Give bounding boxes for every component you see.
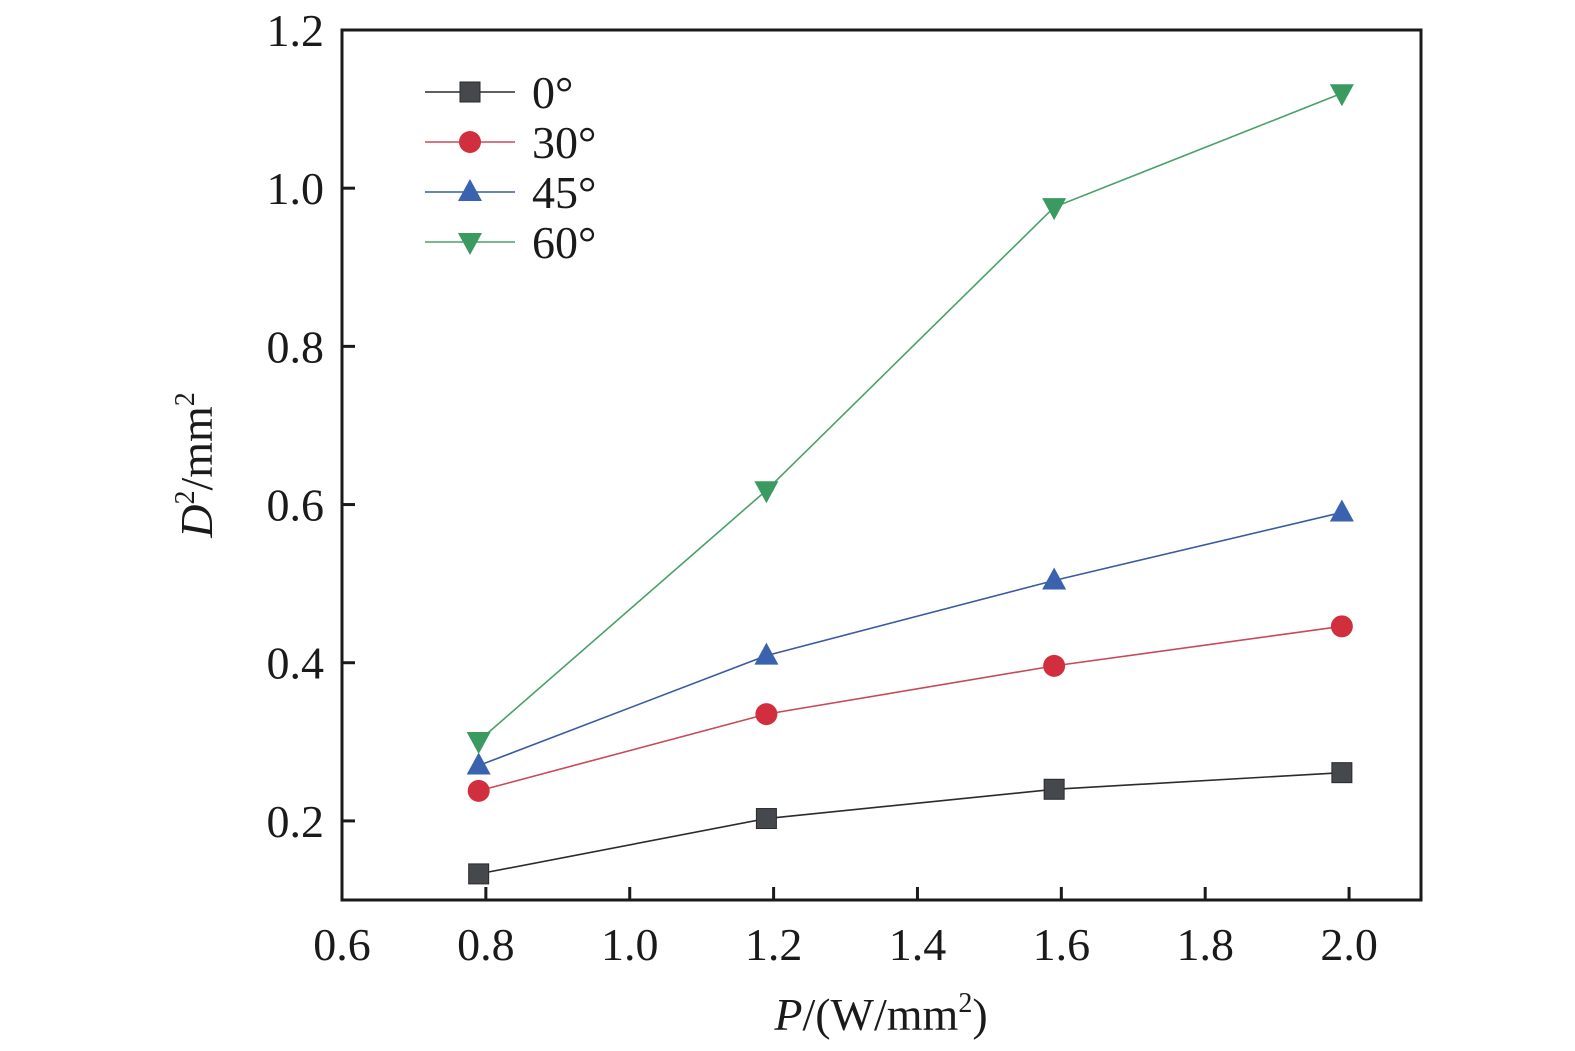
data-point xyxy=(754,642,779,665)
legend-marker xyxy=(459,81,481,103)
x-axis-label: P/(W/mm2) xyxy=(773,988,987,1040)
data-point xyxy=(755,703,778,726)
series-line xyxy=(478,625,1342,792)
series-layer xyxy=(466,84,1354,885)
legend-item: 30° xyxy=(425,117,596,168)
data-point xyxy=(466,752,491,775)
data-point xyxy=(1329,499,1354,522)
data-point xyxy=(1042,198,1067,221)
data-point xyxy=(1042,567,1067,590)
x-axis-label-sup: 2 xyxy=(958,988,972,1019)
x-axis-label-close: ) xyxy=(972,989,987,1040)
y-axis-label-sup1: 2 xyxy=(170,491,201,505)
data-point xyxy=(1043,778,1065,800)
y-axis-label: D2/mm2 xyxy=(170,392,222,539)
series-0 xyxy=(468,762,1353,885)
series-line xyxy=(478,511,1343,767)
data-point xyxy=(754,481,779,504)
y-axis-label-var: D xyxy=(171,505,222,539)
legend-marker xyxy=(459,131,481,153)
y-tick-label: 0.4 xyxy=(267,638,325,689)
legend: 0°30°45°60° xyxy=(425,67,596,268)
x-tick-label: 0.8 xyxy=(457,919,515,970)
legend-label: 45° xyxy=(532,167,596,218)
x-tick-label: 1.6 xyxy=(1033,919,1091,970)
x-tick-label: 2.0 xyxy=(1320,919,1378,970)
legend-marker xyxy=(458,233,482,255)
data-point xyxy=(1329,84,1354,107)
series-3 xyxy=(466,84,1354,755)
series-line xyxy=(478,92,1343,742)
legend-label: 30° xyxy=(532,117,596,168)
data-point xyxy=(755,808,777,830)
x-axis: 0.6 0.8 1.0 1.2 1.4 1.6 1.8 2.0 xyxy=(313,887,1378,970)
y-axis-label-unit: /mm xyxy=(171,406,222,491)
x-tick-label: 1.0 xyxy=(601,919,659,970)
x-tick-label: 1.8 xyxy=(1176,919,1234,970)
data-point xyxy=(1331,762,1353,784)
legend-label: 0° xyxy=(532,67,573,118)
x-axis-label-var: P xyxy=(773,989,802,1040)
series-1 xyxy=(467,615,1353,802)
legend-item: 45° xyxy=(425,167,596,218)
data-point xyxy=(468,863,490,885)
y-axis: 0.2 0.4 0.6 0.8 1.0 1.2 xyxy=(267,5,355,847)
legend-item: 0° xyxy=(425,67,573,118)
data-point xyxy=(1043,654,1066,677)
x-tick-label: 0.6 xyxy=(313,919,371,970)
y-tick-label: 1.0 xyxy=(267,163,325,214)
data-point xyxy=(1330,615,1353,638)
y-tick-label: 1.2 xyxy=(267,5,325,56)
series-2 xyxy=(466,499,1354,775)
legend-item: 60° xyxy=(425,217,596,268)
y-axis-label-sup2: 2 xyxy=(170,392,201,406)
x-tick-label: 1.4 xyxy=(889,919,947,970)
data-point xyxy=(467,779,490,802)
y-tick-label: 0.2 xyxy=(267,796,325,847)
plot-frame xyxy=(340,28,1423,902)
y-tick-label: 0.8 xyxy=(267,321,325,372)
series-line xyxy=(478,771,1342,875)
legend-marker xyxy=(458,179,482,201)
data-point xyxy=(466,732,491,755)
y-tick-label: 0.6 xyxy=(267,480,325,531)
legend-label: 60° xyxy=(532,217,596,268)
x-tick-label: 1.2 xyxy=(745,919,803,970)
x-axis-label-unit: /(W/mm xyxy=(802,989,958,1040)
